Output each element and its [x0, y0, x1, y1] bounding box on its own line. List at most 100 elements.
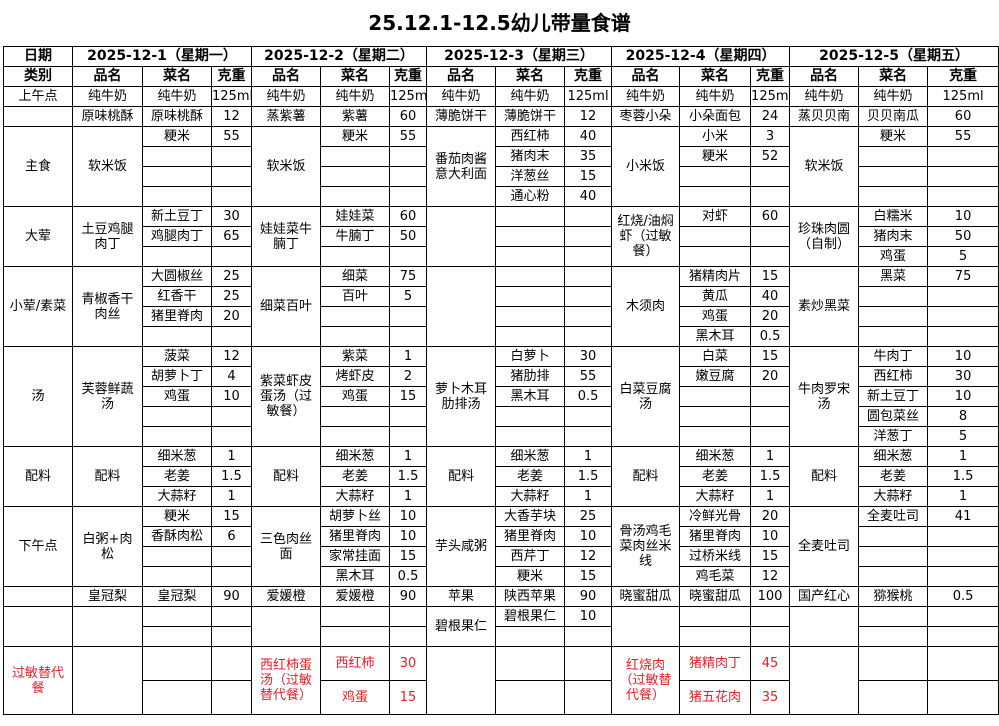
dish-name-cell: 白菜豆腐汤	[611, 346, 681, 447]
ingredient-cell: 西红柿	[495, 126, 566, 147]
ingredient-cell	[858, 566, 929, 587]
weight-cell: 5	[927, 246, 999, 267]
date-day-5: 2025-12-5（星期五）	[789, 46, 999, 67]
weight-cell	[564, 246, 613, 267]
ingredient-header: 菜名	[858, 66, 929, 87]
weight-cell: 1	[927, 486, 999, 507]
dish-name-cell: 萝卜木耳肋排汤	[426, 346, 497, 447]
weight-cell: 15	[389, 680, 428, 715]
weight-cell: 12	[210, 346, 253, 367]
ingredient-cell: 老姜	[320, 466, 391, 487]
weight-cell	[564, 426, 613, 447]
ingredient-cell: 猪精肉丁	[679, 646, 752, 681]
ingredient-cell	[858, 306, 929, 327]
ingredient-cell: 嫩豆腐	[679, 366, 752, 387]
weight-cell	[389, 306, 428, 327]
dish-name-cell: 番茄肉酱意大利面	[426, 126, 497, 207]
ingredient-cell	[495, 226, 566, 247]
ingredient-cell: 猪精肉片	[679, 266, 752, 287]
ingredient-cell: 粳米	[858, 126, 929, 147]
weight-cell: 15	[389, 386, 428, 407]
ingredient-cell: 香酥肉松	[142, 526, 212, 547]
ingredient-cell: 菠菜	[142, 346, 212, 367]
ingredient-cell: 猪里脊肉	[495, 526, 566, 547]
weight-cell: 1	[564, 486, 613, 507]
ingredient-cell	[142, 246, 212, 267]
ingredient-cell	[142, 626, 212, 647]
weight-cell	[210, 166, 253, 187]
weight-cell: 0.5	[564, 386, 613, 407]
ingredient-cell: 鸡腿肉丁	[142, 226, 212, 247]
ingredient-cell: 鸡蛋	[858, 246, 929, 267]
dish-name-cell: 牛肉罗宋汤	[789, 346, 860, 447]
weight-cell: 55	[210, 126, 253, 147]
ingredient-cell	[142, 546, 212, 567]
weight-cell	[210, 680, 253, 715]
dish-name-cell: 碧根果仁	[426, 606, 497, 647]
ingredient-cell	[320, 406, 391, 427]
ingredient-cell	[142, 566, 212, 587]
ingredient-cell: 猪里脊肉	[142, 306, 212, 327]
ingredient-cell: 牛肉丁	[858, 346, 929, 367]
weight-cell	[927, 326, 999, 347]
ingredient-cell: 皇冠梨	[142, 586, 212, 607]
category-cell: 过敏替代餐	[3, 646, 73, 715]
weight-cell: 100	[750, 586, 791, 607]
category-cell: 小荤/素菜	[3, 266, 73, 347]
dish-name-cell: 软米饭	[789, 126, 860, 207]
ingredient-cell: 粳米	[142, 126, 212, 147]
weight-cell: 60	[750, 206, 791, 227]
weight-cell: 15	[389, 546, 428, 567]
ingredient-cell	[858, 326, 929, 347]
ingredient-cell	[495, 266, 566, 287]
weight-cell	[927, 146, 999, 167]
weight-cell: 55	[927, 126, 999, 147]
ingredient-cell	[679, 406, 752, 427]
ingredient-cell: 过桥米线	[679, 546, 752, 567]
weight-cell: 15	[750, 346, 791, 367]
ingredient-cell	[858, 166, 929, 187]
ingredient-cell	[142, 186, 212, 207]
ingredient-cell: 新土豆丁	[142, 206, 212, 227]
ingredient-cell: 细米葱	[142, 446, 212, 467]
ingredient-cell: 大香芋块	[495, 506, 566, 527]
ingredient-cell: 细米葱	[679, 446, 752, 467]
ingredient-cell	[858, 546, 929, 567]
ingredient-cell: 新土豆丁	[858, 386, 929, 407]
ingredient-cell	[679, 626, 752, 647]
ingredient-cell: 白萝卜	[495, 346, 566, 367]
dish-name-cell: 全麦吐司	[789, 506, 860, 587]
category-cell	[3, 586, 73, 607]
ingredient-cell: 猪肉末	[858, 226, 929, 247]
ingredient-cell	[858, 646, 929, 681]
weight-cell: 0.5	[389, 566, 428, 587]
table-row: 碧根果仁 碧根果仁 10	[3, 606, 999, 647]
weight-header: 克重	[750, 66, 791, 87]
ingredient-header: 菜名	[679, 66, 752, 87]
dish-name-cell: 蒸贝贝南	[789, 106, 860, 127]
table-row: 黑木耳 0.5	[4, 326, 999, 347]
dish-name-cell: 纯牛奶	[72, 86, 143, 107]
weight-cell	[927, 646, 999, 681]
weight-cell: 35	[564, 146, 613, 167]
weight-cell: 15	[564, 166, 613, 187]
ingredient-cell: 娃娃菜	[320, 206, 391, 227]
weight-cell: 1	[564, 446, 613, 467]
ingredient-cell	[495, 206, 566, 227]
ingredient-cell	[320, 166, 391, 187]
ingredient-cell	[142, 680, 212, 715]
weight-cell: 125ml	[389, 86, 428, 107]
dish-name-cell	[611, 606, 681, 647]
weight-cell: 52	[750, 146, 791, 167]
weight-cell: 40	[564, 126, 613, 147]
ingredient-cell: 家常挂面	[320, 546, 391, 567]
weight-cell: 5	[389, 286, 428, 307]
weight-cell: 15	[564, 566, 613, 587]
ingredient-cell: 牛腩丁	[320, 226, 391, 247]
ingredient-cell	[858, 146, 929, 167]
weight-cell	[927, 680, 999, 715]
ingredient-cell	[858, 626, 929, 647]
weight-cell	[564, 326, 613, 347]
dish-name-cell: 配料	[789, 446, 860, 507]
weight-cell: 15	[750, 546, 791, 567]
